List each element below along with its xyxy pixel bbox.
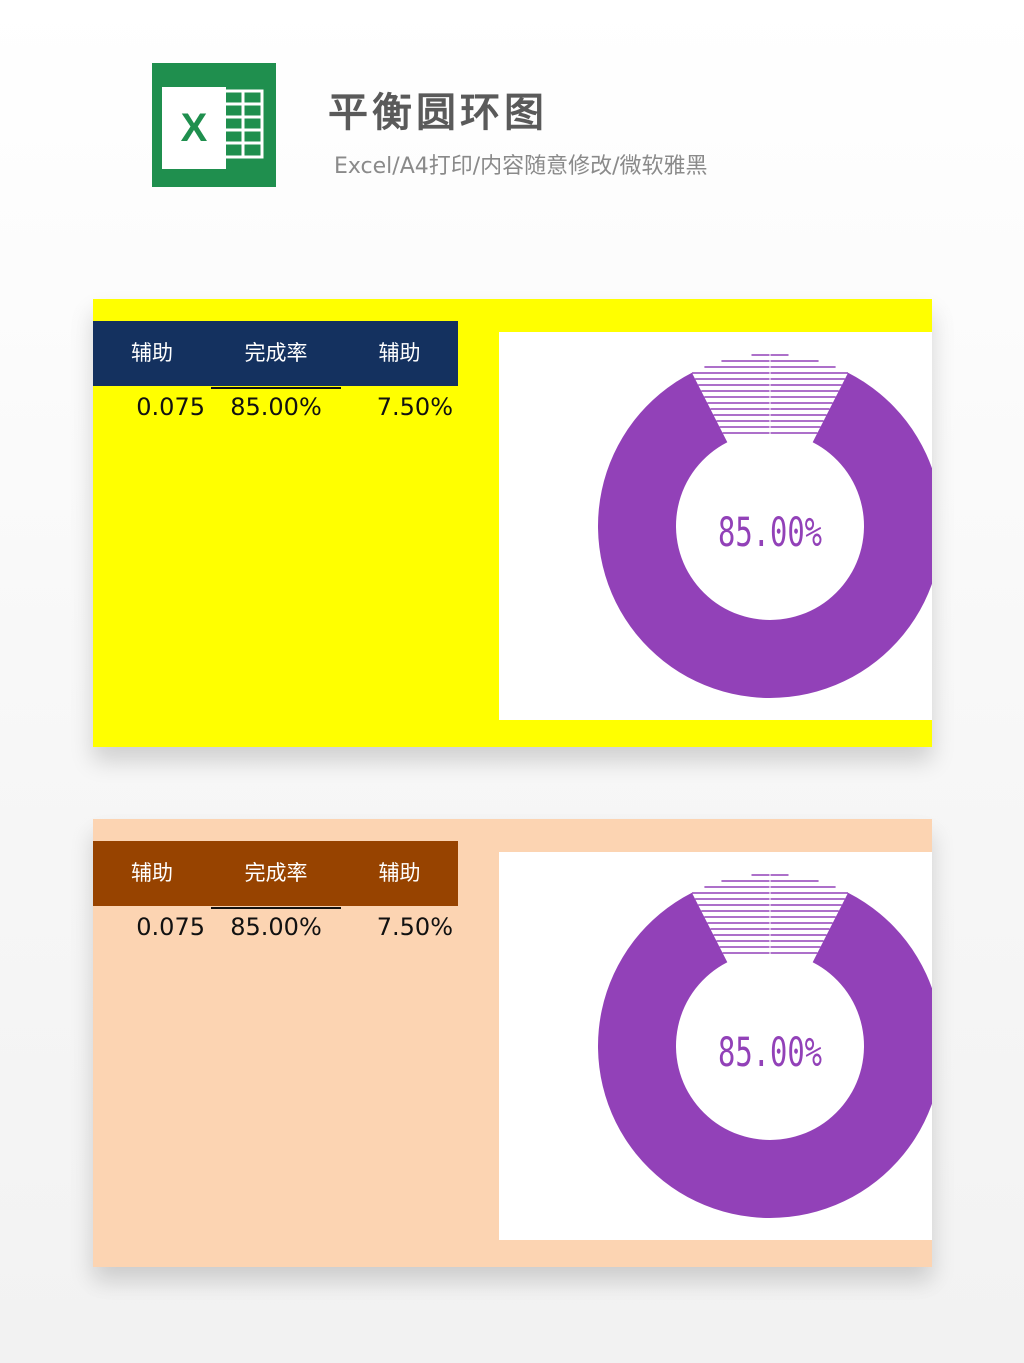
helper-slice-0 (770, 874, 848, 954)
logo-grid (222, 89, 264, 159)
excel-logo-icon: X (152, 63, 276, 187)
value-cell-helper-right[interactable]: 7.50% (376, 393, 453, 421)
panel-2: 辅助 完成率 辅助 0.075 85.00% 7.50% 85.00% (93, 819, 932, 1267)
panel-1: 辅助 完成率 辅助 0.075 85.00% 7.50% 85.00% (93, 299, 932, 747)
doughnut-chart-area[interactable]: 85.00% (499, 852, 932, 1240)
value-cell-helper-left[interactable]: 0.075 (136, 913, 205, 941)
page-subtitle: Excel/A4打印/内容随意修改/微软雅黑 (334, 154, 708, 179)
header-underline (211, 387, 341, 389)
page-title: 平衡圆环图 (328, 90, 548, 136)
header-cell-completion[interactable]: 完成率 (244, 861, 308, 885)
logo-page (162, 87, 226, 169)
completion-slice (598, 372, 932, 698)
value-cell-completion[interactable]: 85.00% (230, 913, 322, 941)
doughnut-chart: 85.00% (598, 354, 932, 698)
center-percent-label: 85.00% (718, 1030, 822, 1076)
header-cell-helper-left[interactable]: 辅助 (131, 861, 173, 885)
value-cell-helper-right[interactable]: 7.50% (376, 913, 453, 941)
helper-slice-0 (770, 354, 848, 434)
header-underline (211, 907, 341, 909)
table-header: 辅助 完成率 辅助 (93, 321, 458, 386)
header-cell-completion[interactable]: 完成率 (244, 341, 308, 365)
helper-slice-2 (692, 874, 770, 954)
doughnut-chart: 85.00% (598, 874, 932, 1218)
table-header: 辅助 完成率 辅助 (93, 841, 458, 906)
value-cell-completion[interactable]: 85.00% (230, 393, 322, 421)
value-cell-helper-left[interactable]: 0.075 (136, 393, 205, 421)
header-cell-helper-right[interactable]: 辅助 (378, 341, 421, 365)
completion-slice (598, 892, 932, 1218)
header-cell-helper-left[interactable]: 辅助 (131, 341, 173, 365)
logo-letter: X (181, 106, 208, 150)
doughnut-chart-area[interactable]: 85.00% (499, 332, 932, 720)
header-cell-helper-right[interactable]: 辅助 (378, 861, 421, 885)
helper-slice-2 (692, 354, 770, 434)
center-percent-label: 85.00% (718, 510, 822, 556)
